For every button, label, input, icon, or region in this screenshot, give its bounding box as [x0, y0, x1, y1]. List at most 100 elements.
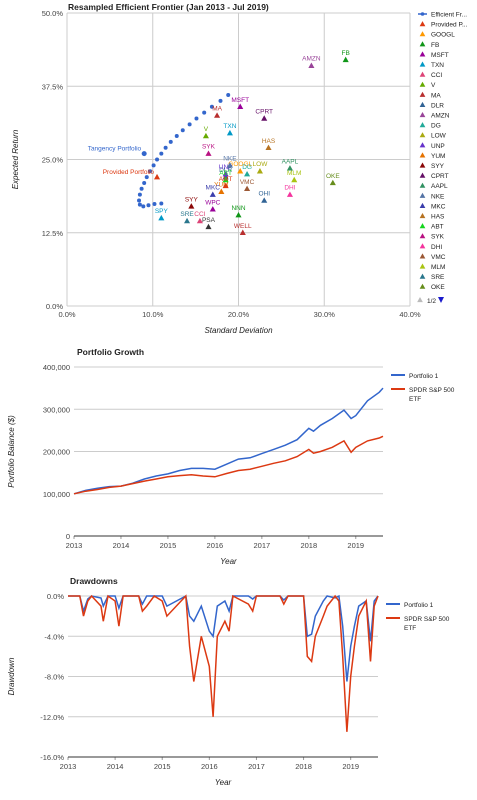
y-tick-label: 0: [66, 532, 70, 541]
portfolio-growth-panel: Portfolio Growth 400,000 300,000 200,000 10…: [0, 340, 477, 580]
point-label: SYK: [202, 144, 216, 151]
frontier-point: [139, 186, 144, 191]
x-tick-label: 20.0%: [228, 310, 250, 319]
point-label: Provided Portfolio: [103, 169, 155, 176]
legend-label: Portfolio 1: [404, 602, 434, 609]
legend-label-cont: ETF: [404, 625, 416, 632]
x-tick-label: 30.0%: [314, 310, 336, 319]
legend-label: MLM: [431, 264, 445, 271]
x-tick-label: 2013: [66, 541, 83, 550]
point-label: AAPL: [282, 158, 299, 165]
legend-swatch: [419, 172, 426, 178]
legend-label: NKE: [431, 193, 445, 200]
frontier-point: [137, 202, 142, 207]
legend-swatch: [419, 101, 426, 107]
legend-swatch: [419, 162, 426, 168]
efficient-frontier-title: Resampled Efficient Frontier (Jan 2013 -…: [68, 2, 269, 12]
legend-prev-icon: [417, 297, 423, 303]
legend-label: HAS: [431, 214, 445, 221]
x-tick-label: 2018: [300, 541, 317, 550]
efficient-frontier-chart: 0.0% 10.0% 20.0% 30.0% 40.0% 0.0% 12.5% 25.0% 37…: [11, 9, 468, 335]
point-label: MA: [212, 106, 222, 113]
frontier-point: [226, 93, 231, 98]
legend-label: FB: [431, 42, 439, 49]
point-label: UNP: [219, 164, 233, 171]
legend-label: TXN: [431, 62, 444, 69]
legend-label: UNP: [431, 143, 445, 150]
legend-swatch: [419, 243, 426, 249]
legend-swatch: [419, 81, 426, 87]
asset-point: [209, 206, 216, 212]
legend-swatch: [419, 283, 426, 289]
y-tick-label: -16.0%: [40, 753, 64, 762]
drawdowns-title: Drawdowns: [70, 576, 118, 586]
asset-point: [239, 229, 246, 235]
point-label: Tangency Portfolio: [88, 146, 142, 153]
legend-swatch-dot: [420, 12, 425, 16]
drawdowns-panel: Drawdowns 0.0% -4.0% -8.0% -12.0% -16.0% 2013…: [0, 570, 477, 800]
y-tick-label: 400,000: [43, 363, 70, 372]
asset-point: [214, 112, 221, 118]
frontier-point: [159, 151, 164, 156]
point-label: CPRT: [255, 108, 273, 115]
asset-point: [222, 176, 229, 183]
asset-point: [244, 185, 251, 192]
point-label: DLR: [219, 167, 232, 174]
legend-swatch: [419, 21, 426, 27]
point-label: DG: [242, 164, 252, 171]
frontier-point: [180, 128, 185, 133]
legend-label: CPRT: [431, 173, 449, 180]
point-label: LOW: [253, 161, 269, 168]
x-tick-label: 10.0%: [142, 310, 164, 319]
legend-label: SYK: [431, 234, 445, 241]
asset-point: [342, 56, 349, 63]
asset-point: [222, 170, 229, 177]
asset-point: [188, 203, 195, 209]
frontier-point: [159, 201, 164, 206]
legend-label: GOOGL: [431, 32, 455, 39]
legend-swatch: [419, 112, 426, 118]
frontier-point: [137, 192, 142, 197]
legend-label: VMC: [431, 254, 446, 261]
legend-label: Portfolio 1: [409, 373, 439, 380]
y-tick-label: -4.0%: [44, 632, 64, 641]
asset-point: [286, 165, 293, 171]
asset-point: [329, 179, 336, 186]
asset-point: [222, 182, 229, 189]
legend-next-icon: [438, 297, 444, 303]
y-tick-label: 0.0%: [47, 592, 64, 601]
asset-point: [308, 62, 315, 68]
series-line: [73, 387, 384, 495]
legend-label: MSFT: [431, 52, 449, 59]
legend-label: AMZN: [431, 113, 450, 120]
frontier-point: [163, 145, 168, 150]
point-label: NKE: [223, 155, 237, 162]
frontier-point: [152, 202, 157, 207]
asset-point: [218, 188, 225, 194]
x-axis-title: Standard Deviation: [204, 326, 273, 335]
asset-point: [237, 103, 244, 109]
frontier-point: [202, 110, 207, 115]
legend-label: ABT: [431, 224, 444, 231]
x-tick-label: 0.0%: [58, 310, 75, 319]
legend-swatch: [419, 253, 426, 259]
frontier-point: [155, 157, 160, 162]
series-line: [73, 435, 384, 495]
legend-label: DHI: [431, 244, 442, 251]
y-axis-title: Portfolio Balance ($): [7, 415, 16, 488]
asset-point: [261, 197, 268, 203]
frontier-point: [218, 98, 223, 103]
x-tick-label: 2016: [201, 762, 218, 771]
x-tick-label: 2015: [154, 762, 171, 771]
point-label: WELL: [234, 223, 252, 230]
x-tick-label: 2018: [295, 762, 312, 771]
point-label: MLM: [287, 170, 301, 177]
legend-swatch: [419, 31, 426, 37]
y-axis-title: Drawdown: [7, 657, 16, 695]
frontier-point: [168, 139, 173, 144]
point-label: MSFT: [231, 97, 249, 104]
y-tick-label: 0.0%: [46, 302, 63, 311]
y-tick-label: 12.5%: [42, 229, 64, 238]
legend-swatch: [419, 223, 426, 229]
point-label: DHI: [284, 185, 295, 192]
